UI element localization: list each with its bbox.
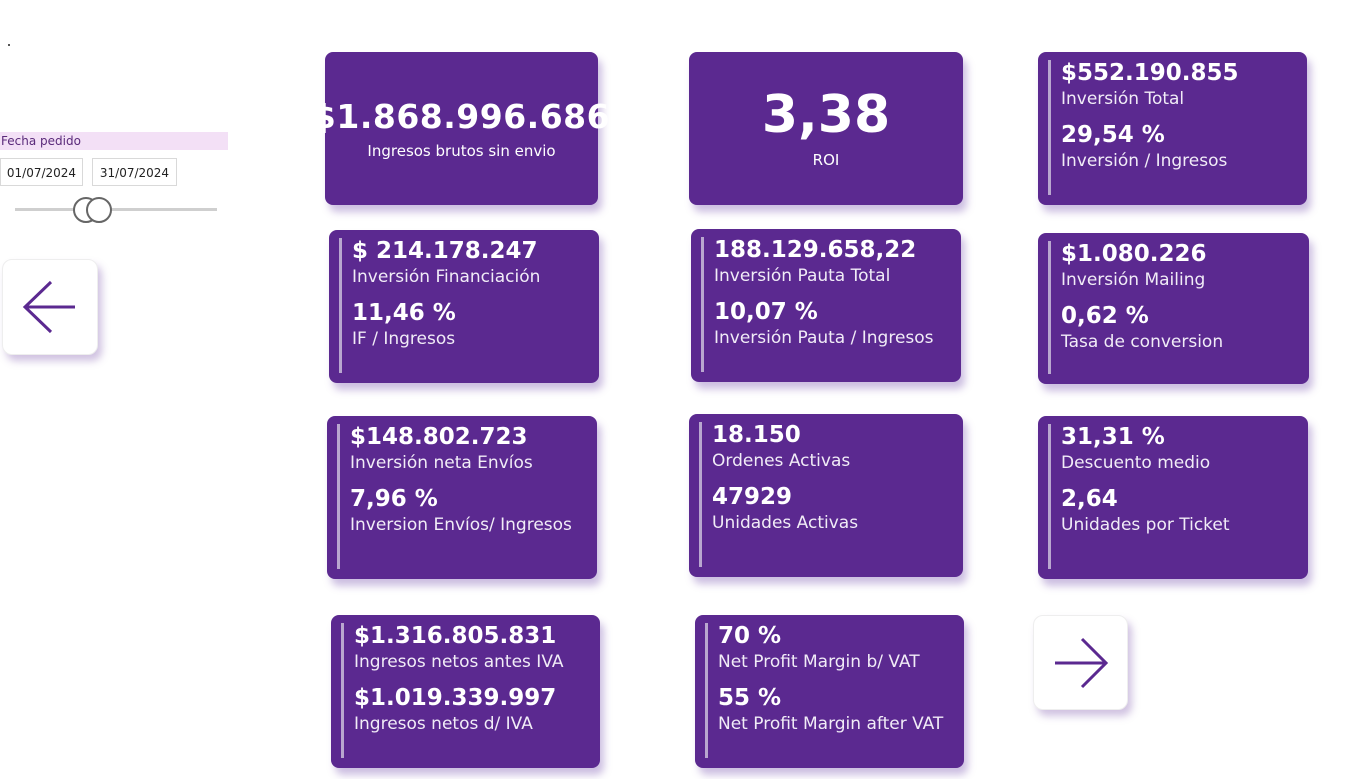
kpi-label-secondary: Inversion Envíos/ Ingresos xyxy=(350,515,572,535)
kpi-value: $1.080.226 xyxy=(1061,241,1207,267)
kpi-card-shipping: $148.802.723 Inversión neta Envíos 7,96 … xyxy=(327,416,597,579)
card-accent-bar xyxy=(1048,424,1051,569)
kpi-label: Net Profit Margin b/ VAT xyxy=(718,652,920,672)
kpi-label: Ingresos netos antes IVA xyxy=(354,652,564,672)
kpi-value-secondary: 10,07 % xyxy=(714,299,818,325)
date-slicer-label: Fecha pedido xyxy=(0,132,228,150)
kpi-label: Inversión neta Envíos xyxy=(350,453,533,473)
kpi-value-secondary: 55 % xyxy=(718,685,782,711)
kpi-value-secondary: 11,46 % xyxy=(352,300,456,326)
kpi-value: 31,31 % xyxy=(1061,424,1165,450)
kpi-label-secondary: IF / Ingresos xyxy=(352,329,456,349)
kpi-card-financing: $ 214.178.247 Inversión Financiación 11,… xyxy=(329,230,599,383)
kpi-label-secondary: Ingresos netos d/ IVA xyxy=(354,714,533,734)
kpi-value-secondary: 0,62 % xyxy=(1061,303,1149,329)
card-accent-bar xyxy=(341,623,344,758)
kpi-card-discount: 31,31 % Descuento medio 2,64 Unidades po… xyxy=(1038,416,1308,579)
kpi-card-roi: 3,38 ROI xyxy=(689,52,963,205)
kpi-label: Inversión Total xyxy=(1061,89,1185,109)
kpi-label: ROI xyxy=(812,150,840,169)
kpi-card-net-revenue: $1.316.805.831 Ingresos netos antes IVA … xyxy=(331,615,600,768)
kpi-card-mailing: $1.080.226 Inversión Mailing 0,62 % Tasa… xyxy=(1038,233,1309,384)
kpi-card-orders: 18.150 Ordenes Activas 47929 Unidades Ac… xyxy=(689,414,963,577)
card-accent-bar xyxy=(705,623,708,758)
kpi-value: $552.190.855 xyxy=(1061,60,1239,86)
kpi-value: 18.150 xyxy=(712,422,801,448)
kpi-card-margin: 70 % Net Profit Margin b/ VAT 55 % Net P… xyxy=(695,615,964,768)
card-accent-bar xyxy=(699,422,702,567)
card-accent-bar xyxy=(1048,60,1051,195)
kpi-value-secondary: 47929 xyxy=(712,484,793,510)
kpi-card-ads: 188.129.658,22 Inversión Pauta Total 10,… xyxy=(691,229,961,382)
end-date-input[interactable]: 31/07/2024 xyxy=(92,158,177,186)
date-range-end-handle[interactable] xyxy=(86,197,112,223)
next-button[interactable] xyxy=(1033,615,1128,710)
kpi-value-secondary: $1.019.339.997 xyxy=(354,685,557,711)
kpi-label-secondary: Inversión Pauta / Ingresos xyxy=(714,328,934,348)
kpi-value: 70 % xyxy=(718,623,782,649)
kpi-value-secondary: 7,96 % xyxy=(350,486,438,512)
kpi-label: Inversión Mailing xyxy=(1061,270,1206,290)
back-button[interactable] xyxy=(2,259,98,355)
card-accent-bar xyxy=(1048,241,1051,374)
decorative-dot xyxy=(8,44,10,46)
kpi-label: Ordenes Activas xyxy=(712,451,851,471)
kpi-value-secondary: 29,54 % xyxy=(1061,122,1165,148)
kpi-label: Descuento medio xyxy=(1061,453,1211,473)
kpi-label-secondary: Tasa de conversion xyxy=(1061,332,1224,352)
kpi-card-gross-revenue: $1.868.996.686 Ingresos brutos sin envio xyxy=(313,52,610,205)
kpi-label-secondary: Unidades Activas xyxy=(712,513,859,533)
kpi-label-secondary: Net Profit Margin after VAT xyxy=(718,714,944,734)
kpi-value: 188.129.658,22 xyxy=(714,237,917,263)
kpi-label: Inversión Pauta Total xyxy=(714,266,891,286)
kpi-value: $1.868.996.686 xyxy=(312,97,611,136)
start-date-input[interactable]: 01/07/2024 xyxy=(0,158,83,186)
kpi-label: Ingresos brutos sin envio xyxy=(367,142,556,160)
kpi-value: $1.316.805.831 xyxy=(354,623,557,649)
card-accent-bar xyxy=(337,424,340,569)
date-range-slider-track[interactable] xyxy=(15,208,217,211)
arrow-right-icon xyxy=(1054,637,1108,688)
kpi-value: $ 214.178.247 xyxy=(352,238,538,264)
arrow-left-icon xyxy=(22,280,75,334)
kpi-card-investment-total: $552.190.855 Inversión Total 29,54 % Inv… xyxy=(1038,52,1307,205)
kpi-label-secondary: Unidades por Ticket xyxy=(1061,515,1230,535)
card-accent-bar xyxy=(701,237,704,372)
kpi-value-secondary: 2,64 xyxy=(1061,486,1118,512)
kpi-value: $148.802.723 xyxy=(350,424,528,450)
card-accent-bar xyxy=(339,238,342,373)
kpi-label-secondary: Inversión / Ingresos xyxy=(1061,151,1228,171)
kpi-label: Inversión Financiación xyxy=(352,267,541,287)
kpi-value: 3,38 xyxy=(761,84,891,145)
